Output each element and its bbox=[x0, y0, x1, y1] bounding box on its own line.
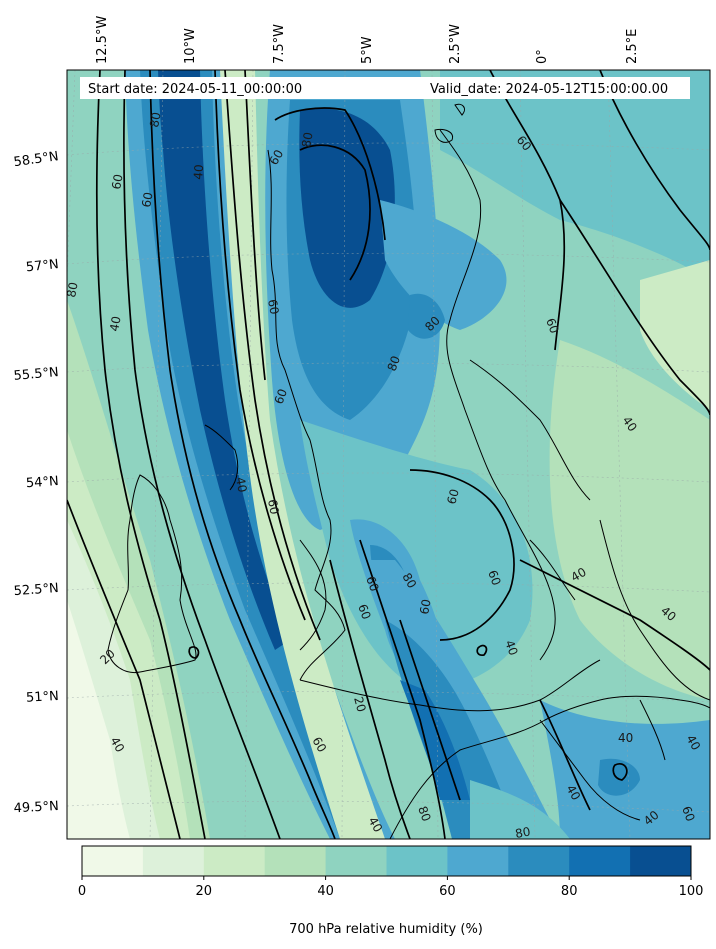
latitude-label: 51°N bbox=[26, 689, 60, 706]
longitude-label: 5°W bbox=[360, 36, 375, 64]
latitude-label: 57°N bbox=[25, 257, 59, 275]
colorbar-tick-label: 0 bbox=[78, 884, 86, 899]
contour-label: 80 bbox=[385, 354, 403, 373]
longitude-axis: 12.5°W 10°W 7.5°W 5°W 2.5°W 0° 2.5°E bbox=[95, 16, 640, 64]
start-date-text: Start date: 2024-05-11_00:00:00 bbox=[88, 82, 302, 97]
latitude-axis: 58.5°N 57°N 55.5°N 54°N 52.5°N 51°N 49.5… bbox=[13, 149, 60, 816]
contour-label: 80 bbox=[514, 825, 531, 841]
colorbar-swatches bbox=[82, 846, 692, 876]
contour-label: 40 bbox=[683, 733, 703, 753]
colorbar-label: 700 hPa relative humidity (%) bbox=[289, 922, 483, 937]
longitude-label: 0° bbox=[535, 49, 550, 64]
colorbar-swatch bbox=[264, 846, 327, 876]
longitude-label: 2.5°W bbox=[448, 24, 463, 64]
colorbar-swatch bbox=[630, 846, 692, 876]
latitude-label: 49.5°N bbox=[13, 799, 59, 816]
colorbar-swatch bbox=[508, 846, 570, 876]
colorbar-swatch bbox=[569, 846, 631, 876]
coastlines bbox=[107, 103, 710, 839]
contour-label: 40 bbox=[618, 731, 633, 745]
contour-label: 60 bbox=[109, 173, 125, 190]
colorbar: 0 20 40 60 80 100 700 hPa relative humidity (… bbox=[78, 845, 704, 937]
latitude-label: 52.5°N bbox=[13, 581, 59, 599]
latitude-label: 54°N bbox=[26, 474, 60, 491]
date-banner bbox=[80, 77, 690, 99]
longitude-label: 12.5°W bbox=[95, 16, 110, 64]
colorbar-swatch bbox=[386, 846, 448, 876]
contour-label: 20 bbox=[351, 695, 368, 713]
colorbar-ticks: 0 20 40 60 80 100 bbox=[78, 876, 704, 899]
humidity-field bbox=[67, 70, 710, 839]
contour-label: 60 bbox=[543, 316, 561, 335]
colorbar-swatch bbox=[82, 846, 144, 876]
contour-label: 40 bbox=[233, 476, 249, 493]
contour-label: 40 bbox=[107, 735, 127, 755]
contour-label: 60 bbox=[265, 298, 281, 315]
contour-label: 80 bbox=[399, 571, 419, 591]
contour-label: 40 bbox=[563, 783, 583, 803]
contour-label: 80 bbox=[415, 804, 433, 823]
latitude-label: 58.5°N bbox=[13, 149, 60, 170]
contour-label: 60 bbox=[272, 387, 290, 406]
contour-label: 60 bbox=[417, 598, 433, 615]
contour-label: 60 bbox=[309, 735, 329, 755]
contour-label: 80 bbox=[299, 131, 315, 148]
latitude-label: 55.5°N bbox=[13, 365, 59, 384]
colorbar-tick-label: 40 bbox=[317, 884, 334, 899]
contour-label: 60 bbox=[444, 487, 461, 505]
colorbar-swatch bbox=[447, 846, 509, 876]
contour-label: 80 bbox=[64, 281, 80, 298]
contour-label: 60 bbox=[679, 804, 697, 823]
contour-label: 60 bbox=[266, 147, 286, 167]
longitude-label: 10°W bbox=[183, 28, 198, 64]
contour-label: 60 bbox=[139, 191, 155, 208]
longitude-label: 2.5°E bbox=[625, 29, 640, 64]
contour-label: 80 bbox=[147, 111, 163, 128]
contour-label: 60 bbox=[355, 602, 373, 621]
contour-label: 40 bbox=[191, 164, 206, 180]
colorbar-tick-label: 100 bbox=[679, 884, 704, 899]
contour-label: 40 bbox=[502, 638, 520, 657]
colorbar-swatch bbox=[325, 846, 387, 876]
map-frame bbox=[66, 69, 711, 840]
contour-label: 60 bbox=[485, 568, 503, 587]
colorbar-tick-label: 80 bbox=[561, 884, 578, 899]
colorbar-swatch bbox=[203, 846, 266, 876]
colorbar-frame bbox=[81, 845, 692, 877]
contour-label-group: 80 60 40 80 60 60 40 60 60 40 80 60 80 6… bbox=[64, 111, 703, 841]
contour-label: 60 bbox=[265, 498, 281, 515]
colorbar-tick-label: 20 bbox=[196, 884, 213, 899]
contour-label: 40 bbox=[365, 815, 385, 835]
longitude-label: 7.5°W bbox=[272, 24, 287, 64]
colorbar-swatch bbox=[142, 846, 205, 876]
valid-date-text: Valid_date: 2024-05-12T15:00:00.00 bbox=[430, 82, 668, 97]
contour-label: 60 bbox=[363, 574, 381, 593]
contour-label: 40 bbox=[107, 315, 123, 332]
contour-label: 40 bbox=[569, 565, 589, 585]
humidity-contours bbox=[67, 70, 710, 839]
colorbar-tick-label: 60 bbox=[439, 884, 456, 899]
